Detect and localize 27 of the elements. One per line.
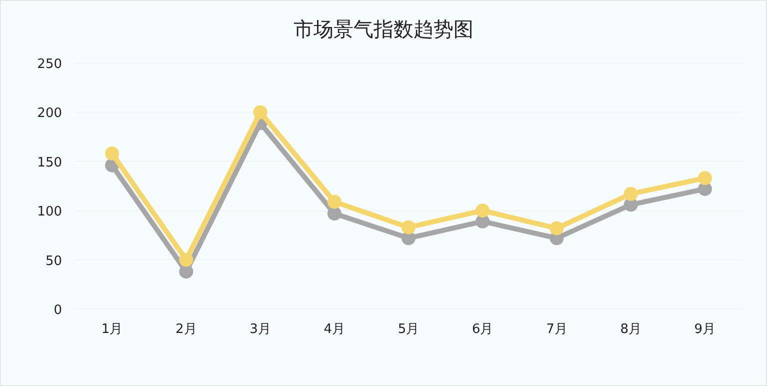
x-tick-label: 3月 [250, 322, 271, 337]
y-tick-label: 250 [37, 57, 62, 72]
x-tick-label: 7月 [546, 322, 568, 337]
point [327, 194, 342, 209]
point [624, 186, 638, 201]
point [179, 264, 194, 279]
x-tick-label: 9月 [694, 322, 716, 337]
point [105, 146, 120, 161]
y-tick-label: 100 [37, 204, 62, 220]
point [327, 206, 342, 221]
point [179, 252, 194, 267]
point [550, 221, 564, 236]
y-tick-label: 200 [37, 106, 62, 122]
point [476, 204, 490, 218]
x-tick-label: 6月 [472, 322, 494, 337]
y-tick-label: 0 [54, 303, 62, 318]
x-tick-label: 2月 [176, 322, 197, 337]
x-tick-label: 5月 [398, 322, 420, 337]
y-tick-label: 50 [45, 254, 62, 269]
y-tick-label: 150 [37, 155, 62, 170]
point [698, 171, 712, 186]
chart-title: 市场景气指数趋势图 [294, 17, 474, 41]
x-tick-label: 8月 [620, 322, 642, 337]
point [402, 220, 416, 234]
x-tick-label: 1月 [101, 322, 123, 337]
x-tick-label: 4月 [324, 322, 346, 337]
point [253, 105, 268, 120]
